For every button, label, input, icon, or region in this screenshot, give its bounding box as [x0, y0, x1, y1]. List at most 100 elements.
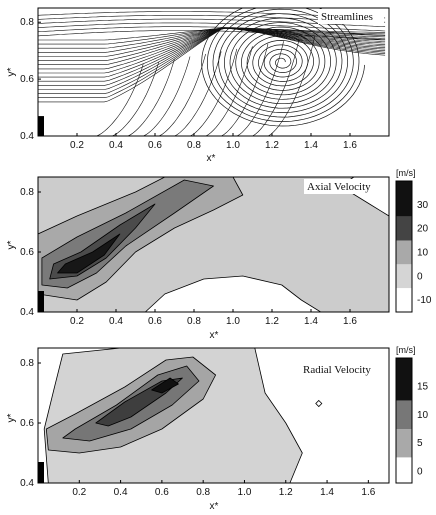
streamline	[38, 27, 386, 53]
x-tick-label: 1.0	[226, 316, 240, 327]
x-tick-label: 0.4	[114, 487, 128, 498]
colorbar-tick-label: 10	[417, 247, 429, 258]
streamline	[267, 36, 316, 136]
radial-title: Radial Velocity	[303, 364, 371, 376]
streamline	[38, 27, 386, 98]
streamlines-y-label: y*	[6, 67, 17, 76]
streamline	[252, 38, 300, 136]
streamline-spiral	[201, 8, 365, 127]
streamline	[127, 59, 175, 136]
streamline	[38, 30, 386, 40]
x-tick-label: 0.8	[187, 140, 201, 151]
colorbar-band	[396, 216, 412, 241]
x-tick-label: 1.6	[343, 316, 357, 327]
x-tick-label: 0.2	[70, 140, 84, 151]
colorbar-band	[396, 429, 412, 458]
streamline	[96, 64, 144, 136]
y-tick-label: 0.8	[20, 358, 34, 369]
x-tick-label: 1.2	[279, 487, 293, 498]
contour-level	[151, 377, 179, 394]
streamlines-panel: Streamlines 0.2 0.4 0.6 0.8 1.0 1.2 1.4 1.6 0.4…	[6, 7, 390, 164]
jet-exit-bar	[38, 116, 44, 136]
x-tick-label: 0.4	[109, 140, 123, 151]
y-tick-label: 0.4	[20, 131, 34, 142]
streamline	[38, 22, 386, 32]
x-tick-label: 1.4	[304, 140, 318, 151]
streamline	[38, 27, 386, 103]
streamline	[221, 43, 269, 136]
streamlines-x-ticks: 0.2 0.4 0.6 0.8 1.0 1.2 1.4 1.6	[70, 133, 357, 151]
x-tick-label: 0.8	[196, 487, 210, 498]
streamlines-x-label: x*	[207, 153, 216, 164]
axial-colorbar-unit: [m/s]	[396, 168, 416, 178]
axial-jet-exit-bar	[38, 291, 44, 312]
colorbar-tick-label: 10	[417, 410, 429, 421]
colorbar-tick-label: 0	[417, 271, 423, 282]
axial-y-label: y*	[6, 240, 17, 249]
axial-velocity-panel: Axial Velocity 0.2 0.4 0.6 0.8 1.0 1.2 1.4 1.6 …	[6, 168, 432, 341]
streamline	[38, 27, 386, 70]
radial-y-label: y*	[6, 413, 17, 422]
contour-island	[315, 399, 323, 408]
streamline	[143, 56, 191, 136]
y-tick-label: 0.6	[20, 418, 34, 429]
x-tick-label: 0.2	[70, 316, 84, 327]
axial-x-ticks: 0.2 0.4 0.6 0.8 1.0 1.2 1.4 1.6	[70, 309, 357, 327]
streamline	[174, 51, 222, 136]
x-tick-label: 1.6	[361, 487, 375, 498]
streamline	[38, 18, 386, 27]
x-tick-label: 0.2	[72, 487, 86, 498]
x-tick-label: 0.6	[148, 316, 162, 327]
x-tick-label: 1.2	[265, 140, 279, 151]
colorbar-tick-label: 20	[417, 224, 429, 235]
contour-level	[144, 275, 322, 312]
x-tick-label: 1.0	[226, 140, 240, 151]
colorbar-band	[396, 288, 412, 312]
colorbar-tick-label: 15	[417, 381, 429, 392]
streamlines-title: Streamlines	[321, 11, 373, 23]
radial-contour-group	[38, 348, 389, 483]
radial-title-box	[301, 362, 384, 377]
radial-frame	[37, 347, 390, 484]
x-tick-label: 1.6	[343, 140, 357, 151]
y-tick-label: 0.8	[20, 17, 34, 28]
axial-frame	[37, 176, 390, 313]
radial-x-label: x*	[210, 501, 219, 512]
colorbar-band	[396, 240, 412, 265]
colorbar-band	[396, 181, 412, 217]
streamlines-frame	[37, 7, 390, 137]
contour-level	[57, 233, 121, 274]
axial-y-ticks: 0.4 0.6 0.8	[20, 187, 41, 318]
y-tick-label: 0.6	[20, 247, 34, 258]
streamline	[38, 27, 386, 82]
colorbar-tick-label: 30	[417, 200, 429, 211]
streamline	[111, 61, 160, 136]
colorbar-tick-label: 0	[417, 467, 423, 478]
radial-jet-exit-bar	[38, 462, 44, 483]
colorbar-frame	[395, 180, 413, 313]
x-tick-label: 0.4	[109, 316, 123, 327]
x-tick-label: 0.6	[148, 140, 162, 151]
streamline	[38, 27, 386, 41]
axial-x-label: x*	[210, 330, 219, 341]
streamline	[236, 41, 284, 136]
x-tick-label: 1.4	[320, 487, 334, 498]
axial-colorbar: 30 20 10 0 -10	[395, 180, 432, 313]
radial-colorbar-unit: [m/s]	[396, 345, 416, 355]
axial-title-box	[304, 179, 386, 194]
axial-title: Axial Velocity	[307, 181, 371, 193]
streamline	[38, 27, 386, 94]
colorbar-band	[396, 400, 412, 430]
x-tick-label: 1.4	[304, 316, 318, 327]
streamline	[189, 48, 238, 136]
streamline	[38, 27, 386, 74]
streamline	[205, 46, 253, 136]
y-tick-label: 0.4	[20, 478, 34, 489]
colorbar-band	[396, 358, 412, 401]
radial-colorbar: 15 10 5 0	[395, 357, 429, 484]
streamline-group	[38, 8, 386, 136]
colorbar-frame	[395, 357, 413, 484]
streamline	[158, 53, 206, 136]
streamlines-title-box	[318, 9, 384, 24]
